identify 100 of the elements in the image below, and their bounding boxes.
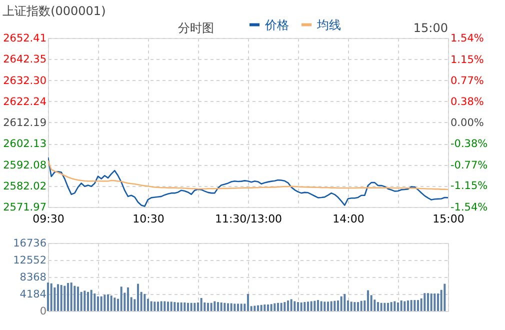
bar [330, 301, 332, 311]
bar [220, 302, 222, 311]
y-tick-label: 2622.24 [3, 96, 47, 108]
bar [284, 302, 286, 311]
y2-tick-label: 0.38% [450, 96, 484, 108]
text: 分时图 [178, 21, 214, 35]
bar [120, 286, 122, 311]
bar [197, 302, 199, 311]
bar [87, 292, 89, 311]
bar [337, 300, 339, 311]
x-tick-label: 09:30 [32, 212, 64, 226]
bar [187, 302, 189, 311]
bar [320, 301, 322, 311]
bar [430, 294, 432, 311]
y-tick-label: 2582.02 [3, 180, 46, 192]
bar [150, 301, 152, 311]
bar [210, 302, 212, 311]
y2-tick-label: 1.54% [450, 32, 484, 44]
bar [74, 286, 76, 311]
bar [217, 302, 219, 311]
bar [70, 282, 72, 311]
bar [424, 293, 426, 311]
bar [107, 294, 109, 311]
bar [314, 300, 316, 311]
bar [227, 303, 229, 311]
bar [94, 294, 96, 311]
x-tick-label: 11:30/13:00 [214, 212, 282, 226]
bar [444, 284, 446, 311]
bar [300, 302, 302, 311]
bar [144, 294, 146, 311]
bar [360, 300, 362, 311]
bar [354, 302, 356, 311]
y2-tick-label: 0.77% [450, 74, 484, 87]
bar [77, 286, 79, 311]
bar [310, 301, 312, 311]
bar [294, 301, 296, 311]
bar [260, 304, 262, 311]
bar [287, 300, 289, 311]
bar [180, 302, 182, 311]
bar [324, 302, 326, 311]
bar [64, 286, 66, 311]
chart-title: 上证指数(000001) [2, 4, 106, 18]
y-tick-label: 2571.97 [3, 202, 46, 214]
y-tick-label: 0 [40, 306, 46, 318]
bar [297, 302, 299, 311]
bar [350, 302, 352, 311]
y2-tick-label: -0.38% [450, 138, 488, 150]
bar [50, 283, 52, 311]
bar [237, 304, 239, 311]
y-tick-label: 8368 [20, 272, 46, 284]
bar [177, 302, 179, 311]
y-tick-label: 2642.35 [3, 54, 46, 66]
bar [200, 298, 202, 311]
bar [437, 294, 439, 311]
legend-label: 价格 [264, 18, 289, 32]
bar [340, 296, 342, 311]
bar [190, 302, 192, 311]
x-tick-label: 10:30 [132, 212, 164, 226]
bar [317, 300, 319, 311]
bar [54, 287, 56, 311]
bar [380, 302, 382, 311]
bar [390, 302, 392, 311]
bar [137, 284, 139, 311]
bar [127, 287, 129, 311]
bar [160, 301, 162, 311]
bar [434, 294, 436, 311]
y-tick-label: 16736 [13, 238, 47, 250]
y-tick-label: 2652.41 [3, 32, 46, 44]
x-tick-label: 14:00 [332, 212, 364, 226]
y2-tick-label: 0.00% [450, 117, 484, 129]
bar [60, 284, 62, 311]
bar [174, 302, 176, 311]
bar [224, 302, 226, 311]
bar [97, 296, 99, 311]
bar [387, 302, 389, 311]
bar [254, 306, 256, 311]
bar [267, 304, 269, 311]
bar [327, 302, 329, 311]
bar [230, 303, 232, 311]
bar [157, 302, 159, 311]
bar [114, 298, 116, 311]
bar [407, 300, 409, 311]
bar [404, 301, 406, 311]
bar [367, 290, 369, 311]
bar [290, 299, 292, 311]
bar [214, 301, 216, 311]
bar [110, 296, 112, 311]
y-tick-label: 2602.13 [3, 138, 46, 150]
legend-label: 均线 [316, 18, 341, 32]
bar [414, 300, 416, 311]
y-tick-label: 2612.19 [3, 117, 46, 129]
bar [307, 302, 309, 311]
bar [154, 302, 156, 311]
bar [280, 302, 282, 311]
bar [247, 294, 249, 311]
bar [334, 300, 336, 311]
bar [427, 293, 429, 311]
bar [377, 302, 379, 311]
bar [84, 290, 86, 311]
bar [207, 302, 209, 311]
